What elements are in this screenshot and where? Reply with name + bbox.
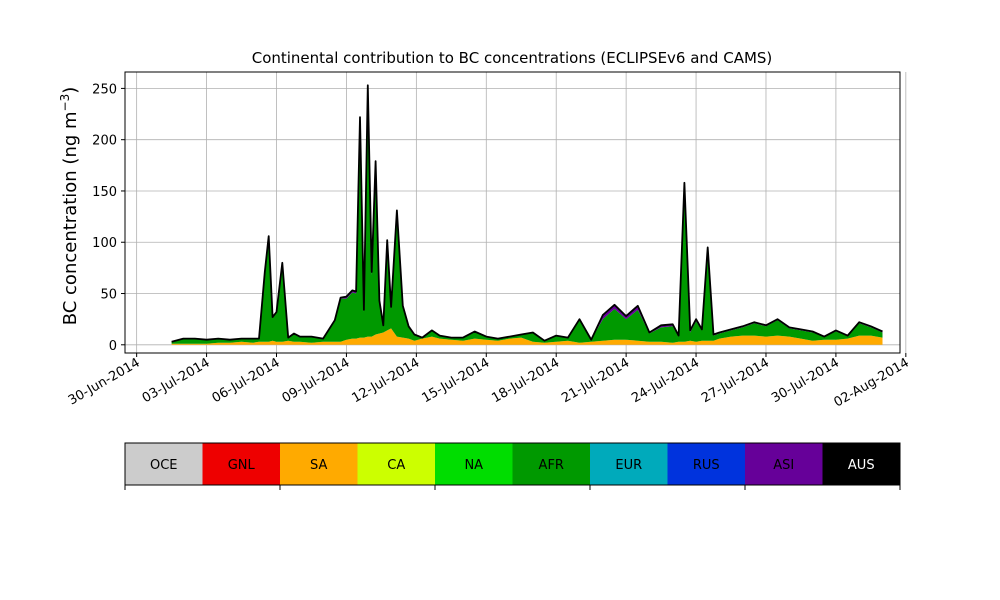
legend-label-sa: SA xyxy=(310,458,327,473)
legend-label-ca: CA xyxy=(387,458,405,473)
x-tick-label: 30-Jun-2014 xyxy=(66,355,143,408)
legend-label-eur: EUR xyxy=(615,458,642,473)
legend-swatch-afr xyxy=(512,443,590,485)
grid-lines xyxy=(125,72,907,353)
area-afr xyxy=(171,90,883,344)
stacked-areas xyxy=(171,84,883,345)
chart-title: Continental contribution to BC concentra… xyxy=(252,49,773,67)
legend-swatch-eur xyxy=(590,443,668,485)
y-axis-label-text: BC concentration (ng m xyxy=(60,111,81,325)
x-tick-label: 15-Jul-2014 xyxy=(419,355,492,406)
legend-label-rus: RUS xyxy=(693,458,720,473)
legend-swatch-asi xyxy=(745,443,823,485)
y-tick-label: 50 xyxy=(100,288,117,303)
y-tick-label: 150 xyxy=(92,185,117,200)
legend-swatch-rus xyxy=(667,443,745,485)
legend-swatch-na xyxy=(435,443,513,485)
total-outline xyxy=(171,84,883,343)
area-sa xyxy=(171,328,883,345)
legend-label-asi: ASI xyxy=(773,458,794,473)
x-tick-label: 12-Jul-2014 xyxy=(350,355,423,406)
x-tick-label: 24-Jul-2014 xyxy=(629,355,702,406)
x-tick-label: 27-Jul-2014 xyxy=(699,355,772,406)
y-axis-label-close: ) xyxy=(60,87,81,94)
y-axis-label-exponent: −3 xyxy=(58,94,72,112)
x-tick-label: 02-Aug-2014 xyxy=(831,355,911,410)
y-tick-label: 250 xyxy=(92,82,117,97)
x-axis-ticks: 30-Jun-201403-Jul-201406-Jul-201409-Jul-… xyxy=(66,353,912,411)
y-axis-ticks: 0 50 100 150 200 250 xyxy=(92,82,125,354)
y-tick-label: 200 xyxy=(92,134,117,149)
plot-frame xyxy=(124,71,901,354)
legend-label-na: NA xyxy=(464,458,483,473)
legend-label-aus: AUS xyxy=(848,458,875,473)
legend-swatch-aus xyxy=(822,443,900,485)
x-tick-label: 21-Jul-2014 xyxy=(559,355,632,406)
legend-label-afr: AFR xyxy=(539,458,564,473)
legend-swatch-oce xyxy=(125,443,203,485)
x-tick-label: 09-Jul-2014 xyxy=(280,355,353,406)
x-tick-label: 18-Jul-2014 xyxy=(489,355,562,406)
x-tick-label: 06-Jul-2014 xyxy=(210,355,283,406)
y-tick-label: 100 xyxy=(92,236,117,251)
legend-frame xyxy=(124,442,901,486)
y-axis-label: BC concentration (ng m−3) xyxy=(58,87,81,326)
legend-label-oce: OCE xyxy=(150,458,178,473)
x-tick-label: 03-Jul-2014 xyxy=(140,355,213,406)
legend-swatch-gnl xyxy=(202,443,280,485)
region-legend: OCE GNL SA CA NA AFR EUR RUS ASI AUS xyxy=(124,442,901,490)
legend-swatch-sa xyxy=(280,443,358,485)
legend-swatch-ca xyxy=(357,443,435,485)
legend-label-gnl: GNL xyxy=(228,458,256,473)
y-tick-label: 0 xyxy=(109,339,117,354)
